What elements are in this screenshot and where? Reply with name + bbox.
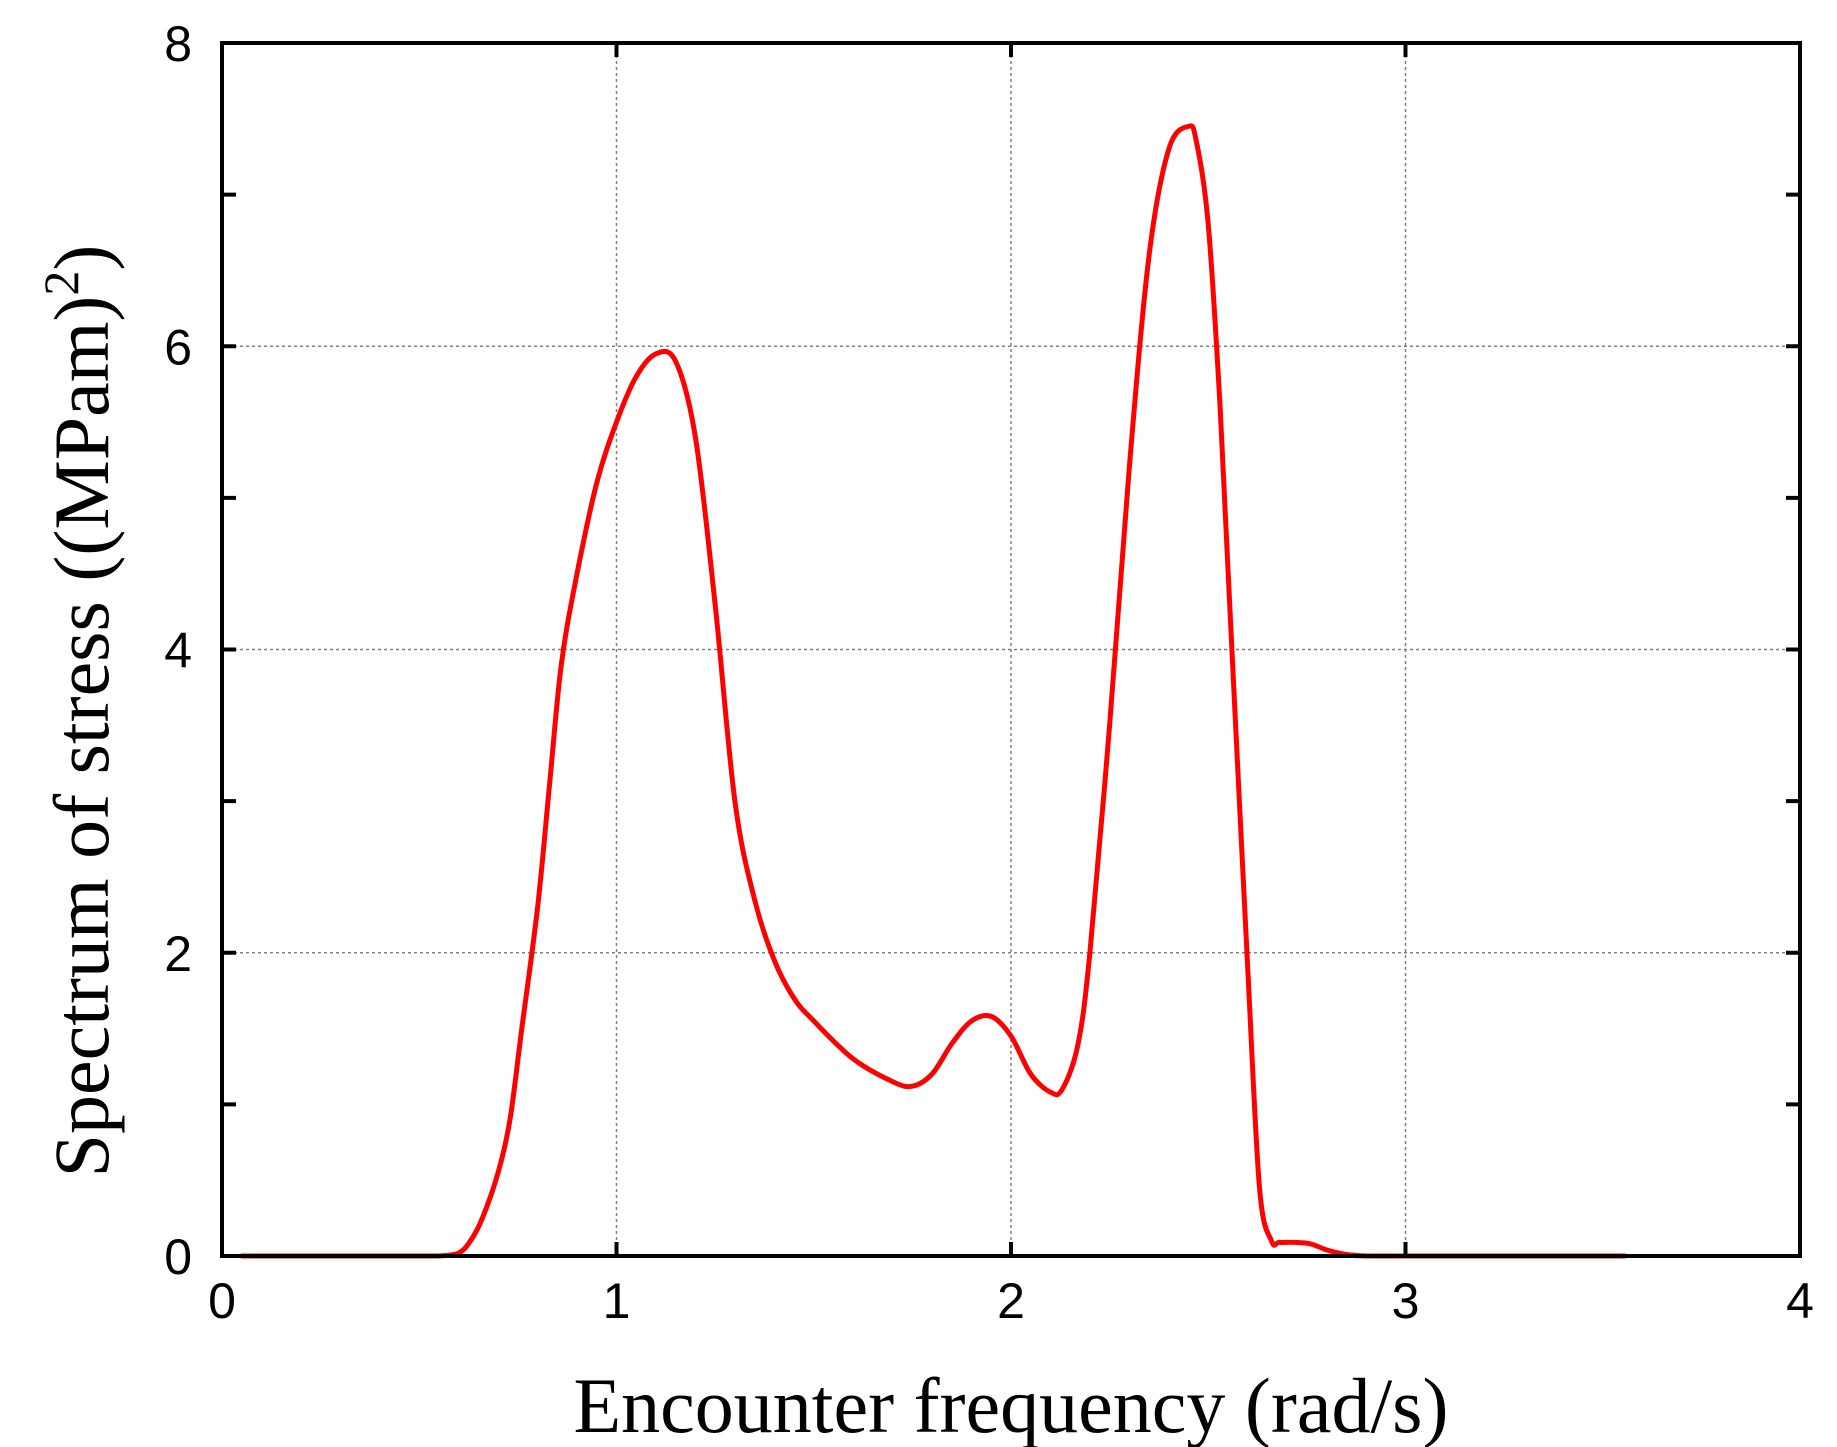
x-tick-label: 2 — [997, 1273, 1025, 1329]
x-axis-title: Encounter frequency (rad/s) — [574, 1362, 1449, 1447]
y-tick-label: 4 — [164, 623, 192, 679]
x-tick-label: 3 — [1392, 1273, 1420, 1329]
y-tick-label: 2 — [164, 926, 192, 982]
y-axis-title-main: Spectrum of stress ((MPam) — [38, 296, 125, 1178]
x-tick-label: 0 — [208, 1273, 236, 1329]
y-tick-label: 6 — [164, 319, 192, 375]
x-tick-labels: 0 1 2 3 4 — [208, 1273, 1814, 1329]
x-tick-label: 4 — [1786, 1273, 1814, 1329]
y-tick-label: 0 — [164, 1229, 192, 1285]
y-tick-labels: 0 2 4 6 8 — [164, 16, 192, 1285]
y-axis-title: Spectrum of stress ((MPam)2) — [33, 245, 125, 1178]
y-tick-label: 8 — [164, 16, 192, 72]
grid-lines — [222, 43, 1800, 1256]
x-tick-label: 1 — [603, 1273, 631, 1329]
y-axis-title-superscript: 2 — [33, 271, 89, 296]
axis-ticks — [220, 41, 1802, 1258]
series-line — [239, 123, 1628, 1259]
y-axis-title-close: ) — [38, 245, 125, 271]
